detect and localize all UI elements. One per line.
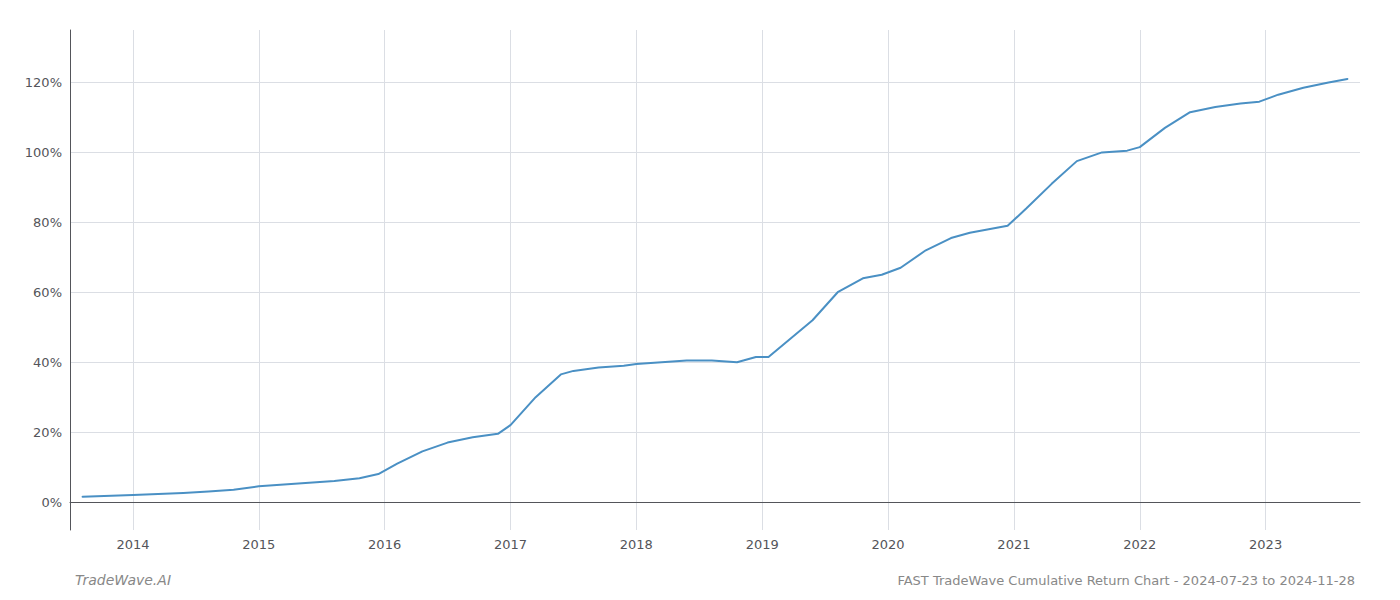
svg-text:2023: 2023 <box>1249 537 1282 552</box>
svg-text:2017: 2017 <box>494 537 527 552</box>
svg-text:TradeWave.AI: TradeWave.AI <box>75 572 171 588</box>
svg-text:2016: 2016 <box>368 537 401 552</box>
svg-text:2022: 2022 <box>1123 537 1156 552</box>
svg-text:0%: 0% <box>41 495 62 510</box>
svg-text:120%: 120% <box>25 75 62 90</box>
svg-text:20%: 20% <box>33 425 62 440</box>
svg-text:2021: 2021 <box>997 537 1030 552</box>
svg-text:2018: 2018 <box>620 537 653 552</box>
svg-text:2020: 2020 <box>872 537 905 552</box>
svg-text:60%: 60% <box>33 285 62 300</box>
svg-text:100%: 100% <box>25 145 62 160</box>
svg-text:2019: 2019 <box>746 537 779 552</box>
svg-text:80%: 80% <box>33 215 62 230</box>
svg-text:FAST TradeWave Cumulative Retu: FAST TradeWave Cumulative Return Chart -… <box>897 573 1355 588</box>
svg-text:40%: 40% <box>33 355 62 370</box>
svg-text:2015: 2015 <box>242 537 275 552</box>
svg-text:2014: 2014 <box>116 537 149 552</box>
